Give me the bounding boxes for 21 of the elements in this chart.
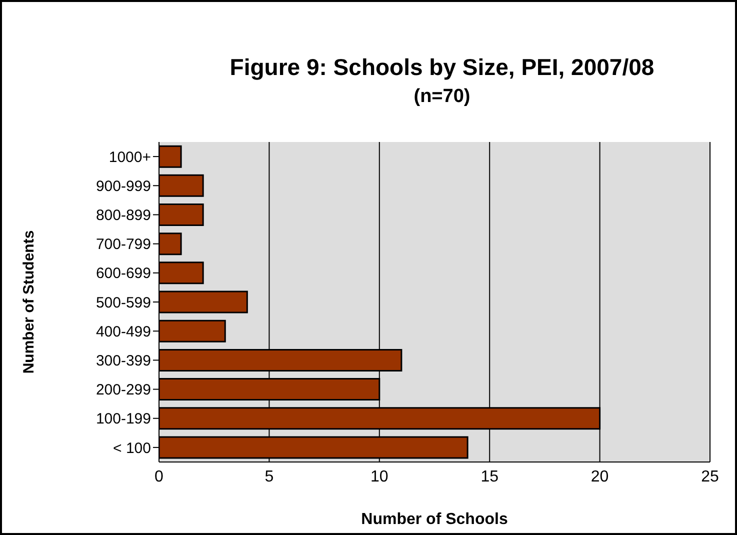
x-tick-label: 10 <box>370 468 388 486</box>
y-tick-label: 1000+ <box>108 148 152 166</box>
x-axis-title: Number of Schools <box>361 511 508 528</box>
y-tick-label: 500-599 <box>96 294 151 312</box>
x-tick-label: 20 <box>590 468 609 486</box>
y-axis-title: Number of Students <box>20 230 38 374</box>
y-tick-label: 100-199 <box>96 410 151 428</box>
y-tick-label: < 100 <box>113 440 151 457</box>
y-tick-label: 400-499 <box>96 323 151 340</box>
x-tick-label: 15 <box>480 468 499 486</box>
x-tick-label: 5 <box>264 468 274 486</box>
x-tick-label: 0 <box>154 468 164 486</box>
y-tick-label: 900-999 <box>96 178 151 195</box>
x-tick-label: 25 <box>701 468 719 486</box>
y-tick-label: 200-299 <box>96 382 151 399</box>
y-tick-label: 600-699 <box>96 265 151 282</box>
y-tick-label: 700-799 <box>96 236 151 254</box>
y-tick-label: 300-399 <box>96 352 151 370</box>
chart-title: Figure 9: Schools by Size, PEI, 2007/08 <box>228 54 656 81</box>
chart-subtitle: (n=70) <box>412 86 472 108</box>
y-tick-label: 800-899 <box>96 207 151 224</box>
